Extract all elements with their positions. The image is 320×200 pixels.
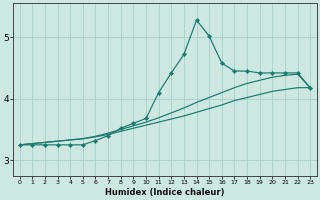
X-axis label: Humidex (Indice chaleur): Humidex (Indice chaleur) [105, 188, 225, 197]
